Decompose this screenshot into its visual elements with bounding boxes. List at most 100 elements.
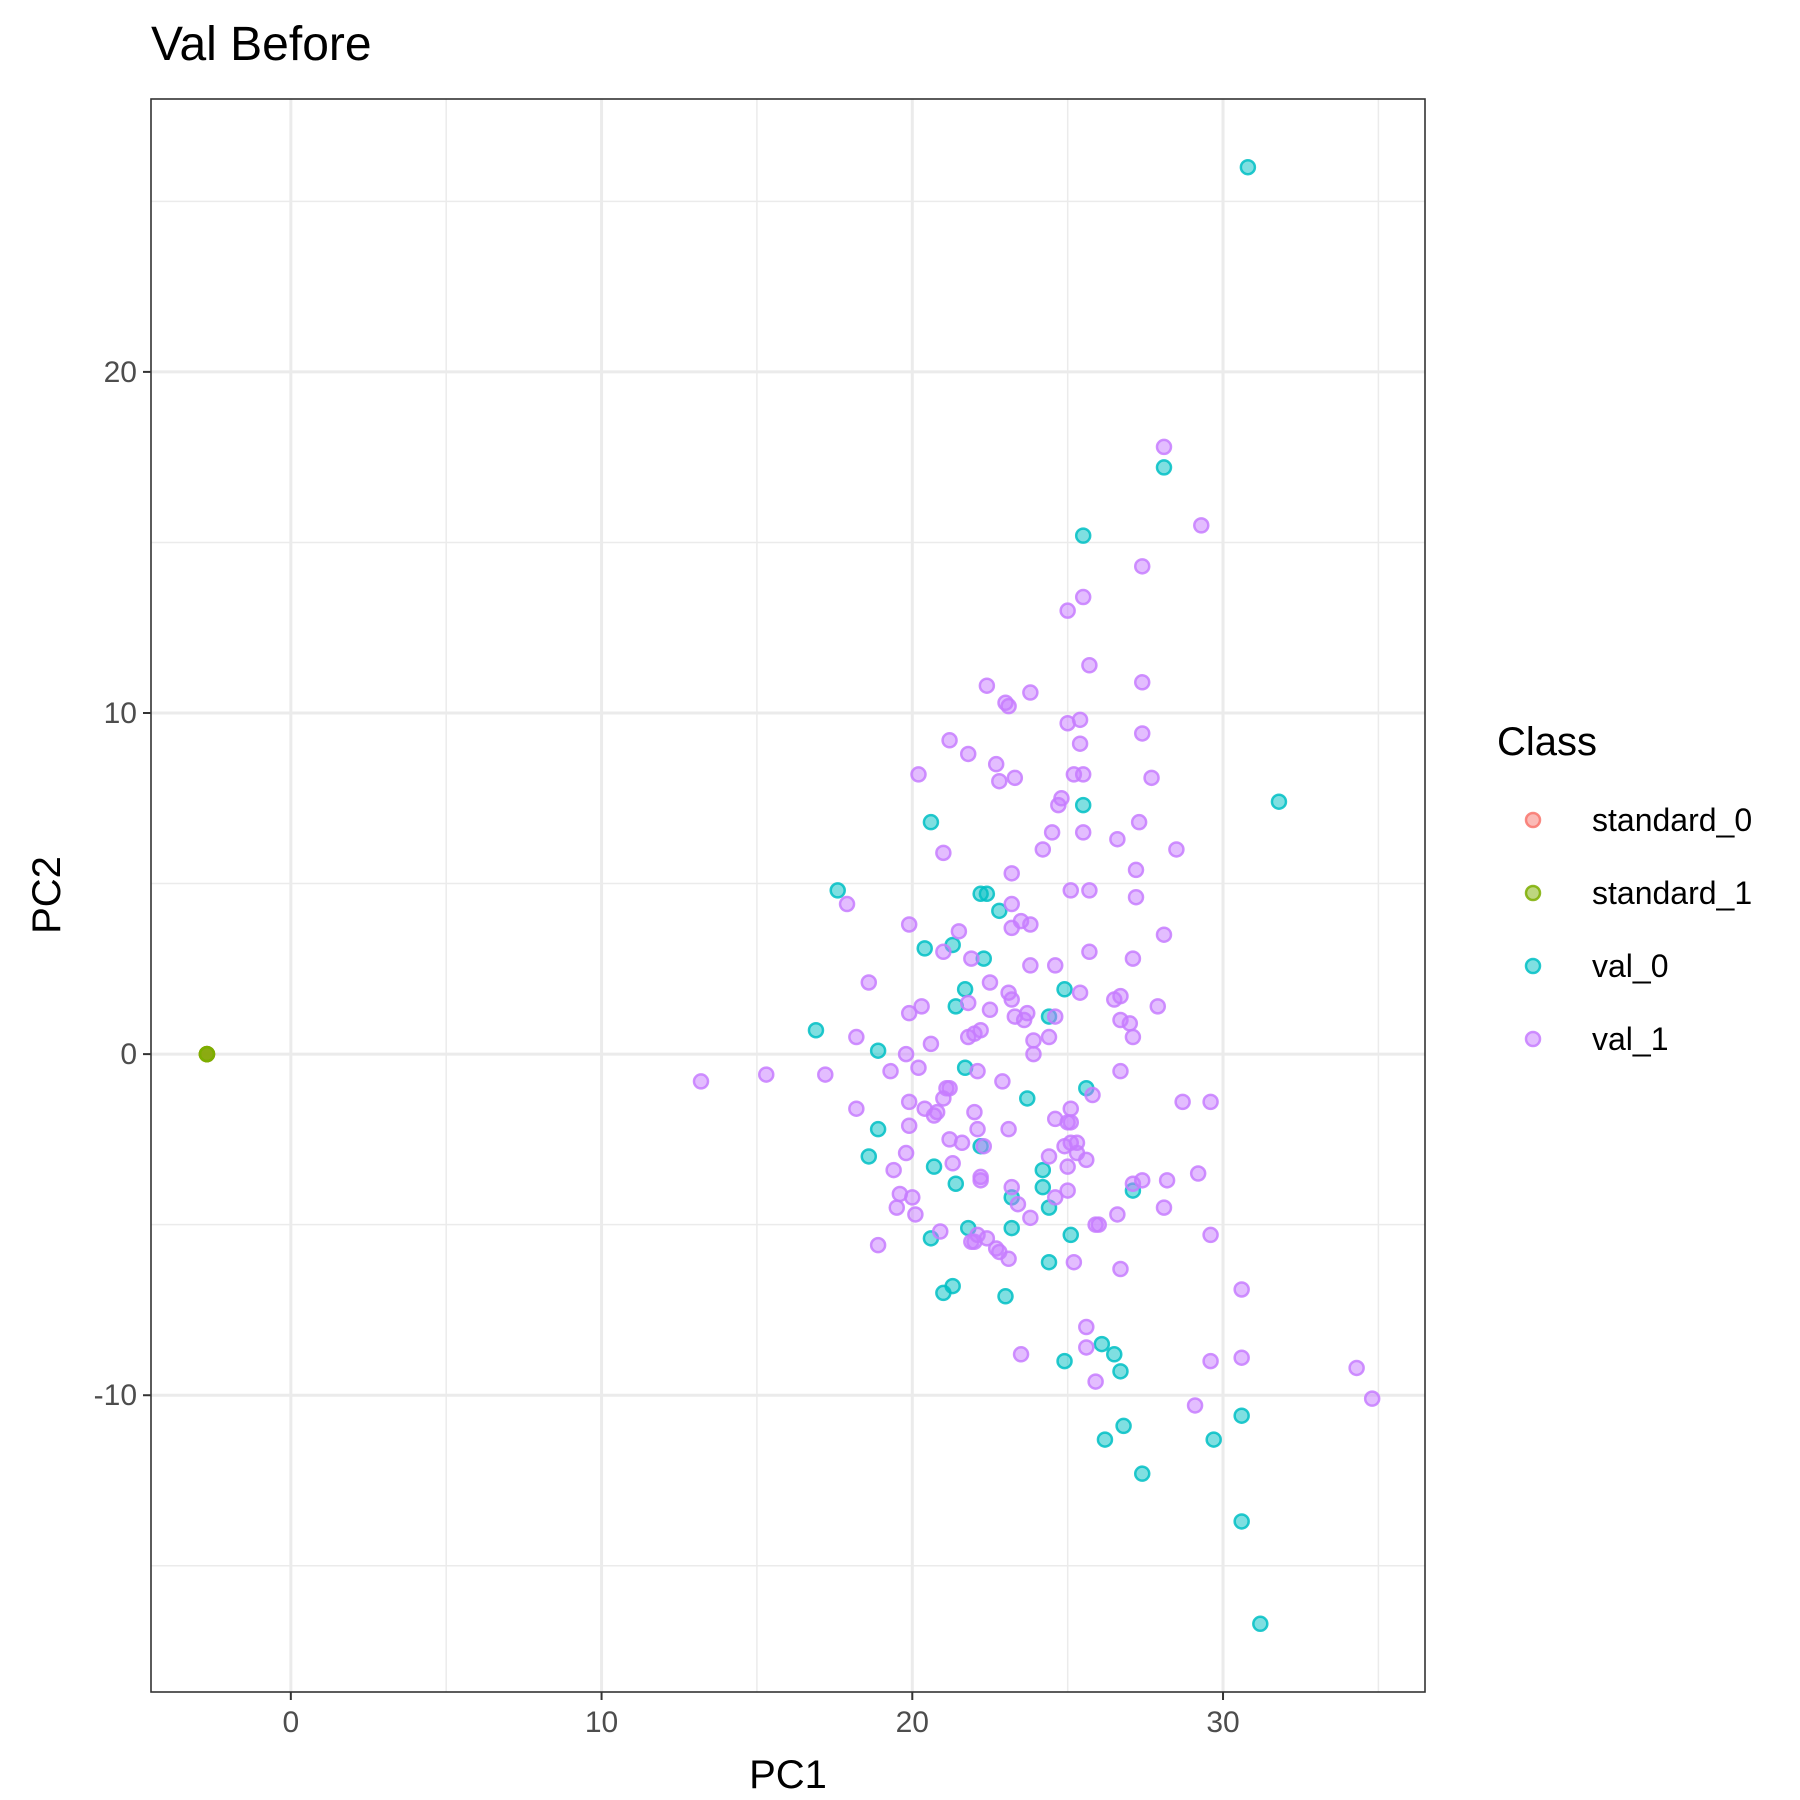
point-val_0	[978, 885, 996, 903]
point-val_1	[1043, 824, 1061, 841]
point-val_1	[900, 1004, 918, 1022]
y-tick-label: 10	[104, 697, 137, 730]
point-val_1	[1155, 926, 1173, 943]
point-val_1	[1112, 1062, 1129, 1080]
point-val_1	[1133, 558, 1151, 575]
point-val_0	[1003, 1219, 1020, 1237]
x-tick-label: 10	[585, 1706, 618, 1739]
point-val_0	[1074, 527, 1092, 544]
point-val_1	[1084, 1086, 1101, 1104]
point-val_1	[838, 895, 856, 913]
point-val_0	[1270, 793, 1288, 810]
point-val_1	[907, 1206, 924, 1223]
y-tick-label: 0	[120, 1038, 137, 1071]
data-points	[198, 158, 1381, 1633]
point-val_1	[1078, 1318, 1095, 1336]
y-tick-label: -10	[94, 1379, 137, 1412]
point-val_1	[1003, 919, 1020, 937]
point-val_1	[1006, 769, 1024, 787]
point-val_1	[1127, 888, 1145, 906]
point-val_1	[1121, 1015, 1139, 1032]
point-val_1	[1133, 674, 1151, 691]
point-val_1	[897, 1045, 915, 1063]
point-val_1	[1059, 1158, 1076, 1175]
legend-title: Class	[1497, 720, 1597, 764]
point-val_1	[922, 1035, 940, 1053]
point-val_0	[925, 1158, 943, 1175]
point-val_1	[900, 1093, 918, 1111]
point-val_1	[959, 994, 977, 1012]
point-val_1	[1000, 1120, 1017, 1138]
point-val_1	[882, 1062, 899, 1080]
point-val_0	[997, 1288, 1014, 1305]
point-val_0	[860, 1148, 878, 1165]
point-val_0	[1056, 1352, 1073, 1370]
point-val_1	[1124, 1175, 1142, 1192]
point-val_1	[913, 998, 930, 1015]
x-tick-label: 30	[1206, 1706, 1239, 1739]
point-val_0	[1115, 1417, 1132, 1435]
point-val_1	[1034, 841, 1052, 858]
point-val_0	[956, 981, 974, 998]
point-val_1	[959, 1028, 977, 1046]
point-val_1	[981, 1001, 999, 1019]
point-val_1	[966, 1233, 983, 1250]
legend-key-standard_0	[1524, 811, 1542, 829]
point-val_0	[1233, 1513, 1250, 1530]
point-val_0	[1034, 1161, 1052, 1179]
point-val_1	[987, 755, 1005, 773]
point-val_1	[1233, 1349, 1250, 1366]
point-val_1	[1046, 957, 1064, 974]
x-axis: 0 10 20 30	[282, 1692, 1240, 1739]
point-val_1	[935, 943, 952, 961]
point-val_1	[692, 1073, 710, 1090]
point-val_0	[1062, 1226, 1080, 1244]
point-val_0	[1093, 1335, 1111, 1353]
point-val_1	[1025, 1032, 1042, 1049]
point-val_0	[1233, 1407, 1250, 1424]
point-val_0	[1239, 158, 1257, 176]
plot-panel-border	[150, 98, 1426, 1693]
point-val_0	[1040, 1253, 1058, 1271]
point-val_1	[1062, 1100, 1080, 1117]
point-val_1	[1059, 1182, 1076, 1199]
point-val_1	[1065, 766, 1083, 783]
point-val_1	[1348, 1359, 1365, 1377]
point-val_1	[1046, 1008, 1064, 1025]
legend-key-val_1	[1524, 1030, 1542, 1048]
point-val_1	[1062, 882, 1080, 899]
point-val_1	[966, 1103, 983, 1121]
point-val_1	[900, 1117, 918, 1135]
point-val_0	[922, 813, 940, 831]
point-val_1	[1149, 998, 1167, 1015]
point-val_0	[991, 902, 1008, 920]
point-val_1	[1022, 916, 1039, 933]
point-val_1	[969, 1062, 986, 1080]
point-val_1	[1074, 588, 1092, 606]
point-val_1	[1012, 1346, 1030, 1363]
point-val_1	[1003, 991, 1020, 1008]
point-val_1	[1050, 796, 1067, 814]
point-val_0	[1106, 1346, 1123, 1363]
point-val_0	[829, 882, 846, 899]
point-val_1	[1189, 1165, 1207, 1182]
point-val_1	[978, 677, 996, 694]
legend-key-standard_1	[1524, 884, 1542, 902]
point-val_0	[1096, 1431, 1114, 1448]
point-standard_1	[198, 1045, 216, 1063]
point-val_1	[1124, 950, 1142, 967]
point-val_1	[817, 1066, 834, 1083]
point-val_0	[1074, 796, 1092, 814]
point-val_1	[1081, 943, 1098, 961]
point-val_1	[1202, 1352, 1219, 1370]
point-val_1	[1022, 684, 1039, 701]
point-val_1	[869, 1236, 887, 1254]
legend: Class standard_0 standard_1 val_0 val_1	[1497, 720, 1752, 1057]
chart-title: Val Before	[151, 18, 372, 71]
point-val_1	[1127, 861, 1145, 879]
point-val_0	[869, 1120, 887, 1138]
point-val_0	[869, 1042, 887, 1059]
point-val_1	[1022, 1209, 1039, 1227]
point-val_1	[1174, 1093, 1191, 1111]
point-val_1	[1143, 769, 1160, 787]
